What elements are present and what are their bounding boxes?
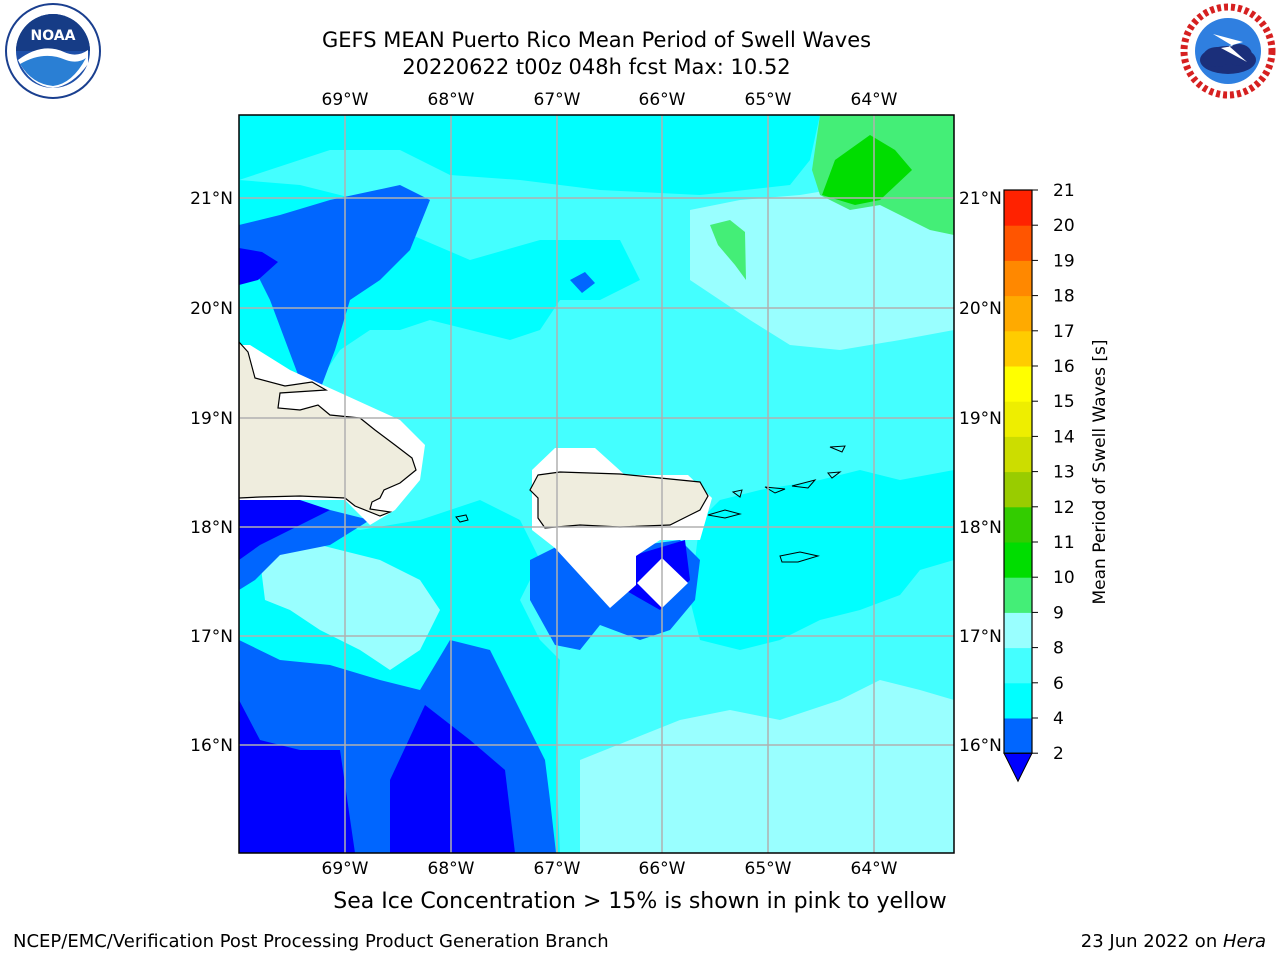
lon-label-bottom: 68°W	[428, 859, 475, 879]
noaa-logo: NOAA	[5, 3, 101, 99]
lat-label-left: 21°N	[190, 189, 233, 209]
contour-8-9-ne	[690, 190, 954, 350]
footer-credit: NCEP/EMC/Verification Post Processing Pr…	[13, 931, 609, 952]
gridlines	[239, 115, 954, 853]
lon-label-top: 69°W	[322, 90, 369, 110]
colorbar-tick-label: 13	[1053, 463, 1075, 483]
land-hispaniola	[239, 341, 417, 517]
lat-label-left: 19°N	[190, 409, 233, 429]
colorbar-tick-label: 4	[1053, 709, 1064, 729]
colorbar-tick-label: 19	[1053, 251, 1075, 271]
mona-island	[455, 514, 469, 523]
lat-label-left: 20°N	[190, 299, 233, 319]
colorbar-tick-label: 21	[1053, 181, 1075, 201]
lat-label-right: 21°N	[959, 189, 1002, 209]
colorbar-segment	[1004, 577, 1032, 613]
vieques	[707, 509, 742, 519]
land-puerto-rico	[529, 471, 709, 529]
lon-label-top: 66°W	[639, 90, 686, 110]
lon-label-bottom: 66°W	[639, 859, 686, 879]
nws-logo	[1180, 3, 1276, 99]
colorbar-tick-label: 20	[1053, 216, 1075, 236]
colorbar-segment	[1004, 436, 1032, 473]
footer-date: 23 Jun 2022 on Hera	[1081, 931, 1266, 952]
contour-8-9-south	[260, 540, 440, 670]
contour-4-6-east	[690, 470, 954, 650]
colorbar-segment	[1004, 718, 1032, 754]
lat-label-right: 20°N	[959, 299, 1002, 319]
colorbar-tick-label: 15	[1053, 392, 1075, 412]
colorbar-tick-label: 6	[1053, 674, 1064, 694]
lon-label-bottom: 67°W	[534, 859, 581, 879]
lat-label-right: 18°N	[959, 518, 1002, 538]
contour-2-4-speck	[570, 272, 595, 293]
colorbar-segment	[1004, 260, 1032, 297]
contour-8-9-se	[580, 680, 954, 853]
contour-lt2-sw	[239, 700, 355, 853]
colorbar-tick-label: 14	[1053, 427, 1075, 447]
contour-10-11	[822, 135, 912, 205]
st-croix	[779, 551, 820, 563]
lat-label-right: 17°N	[959, 627, 1002, 647]
lon-label-top: 64°W	[851, 90, 898, 110]
colorbar-tick-label: 18	[1053, 287, 1075, 307]
virgin-gorda	[827, 471, 842, 479]
lon-label-top: 67°W	[534, 90, 581, 110]
lon-label-bottom: 69°W	[322, 859, 369, 879]
footer-date-text: 23 Jun 2022 on	[1080, 931, 1223, 952]
colorbar-segment	[1004, 471, 1032, 508]
colorbar-segment	[1004, 542, 1032, 578]
lon-label-top: 68°W	[428, 90, 475, 110]
lon-label-bottom: 64°W	[851, 859, 898, 879]
colorbar: 2 4 6 8 9 10 11 12 13 14 15 16 17 18 19 20 21	[1003, 181, 1075, 783]
colorbar-segment	[1004, 330, 1032, 367]
lat-label-left: 18°N	[190, 518, 233, 538]
contour-lt2-nw	[239, 248, 278, 285]
colorbar-tick-label: 11	[1053, 533, 1075, 553]
colorbar-extend-min	[1003, 752, 1033, 783]
colorbar-segment	[1004, 612, 1032, 649]
colorbar-segment	[1004, 647, 1032, 684]
colorbar-segment	[1004, 295, 1032, 332]
contour-4-6-north	[239, 115, 820, 195]
contour-2-4-nw	[239, 185, 430, 390]
colorbar-tick-label: 16	[1053, 357, 1075, 377]
lat-label-right: 16°N	[959, 736, 1002, 756]
colorbar-tick-label: 10	[1053, 568, 1075, 588]
colorbar-segment	[1004, 225, 1032, 261]
noaa-logo-text: NOAA	[31, 28, 76, 44]
colorbar-tick-label: 2	[1053, 744, 1064, 764]
lat-label-left: 17°N	[190, 627, 233, 647]
colorbar-tick-label: 9	[1053, 603, 1064, 623]
map-frame	[238, 114, 955, 854]
colorbar-segment	[1004, 190, 1032, 226]
contour-lt2-west	[239, 500, 330, 560]
contour-lt2-south	[390, 705, 515, 853]
footer-host: Hera	[1222, 931, 1266, 952]
culebra	[731, 489, 743, 498]
lon-label-bottom: 65°W	[745, 859, 792, 879]
colorbar-segment	[1004, 401, 1032, 437]
colorbar-segment	[1004, 366, 1032, 402]
anegada	[829, 445, 846, 453]
map-subtitle: 20220622 t00z 048h fcst Max: 10.52	[402, 55, 791, 79]
colorbar-segment	[1004, 506, 1032, 543]
st-thomas	[764, 486, 786, 494]
colorbar-label: Mean Period of Swell Waves [s]	[1090, 340, 1110, 605]
contour-field	[239, 115, 954, 853]
colorbar-tick-label: 8	[1053, 639, 1064, 659]
colorbar-tick-label: 17	[1053, 322, 1075, 342]
lon-label-top: 65°W	[745, 90, 792, 110]
lat-label-right: 19°N	[959, 409, 1002, 429]
colorbar-tick-label: 12	[1053, 498, 1075, 518]
map-title: GEFS MEAN Puerto Rico Mean Period of Swe…	[321, 28, 872, 52]
st-john	[791, 479, 817, 489]
colorbar-segment	[1004, 682, 1032, 719]
sea-ice-note: Sea Ice Concentration > 15% is shown in …	[333, 889, 947, 914]
contour-9-10-patch	[710, 220, 746, 280]
lat-label-left: 16°N	[190, 736, 233, 756]
